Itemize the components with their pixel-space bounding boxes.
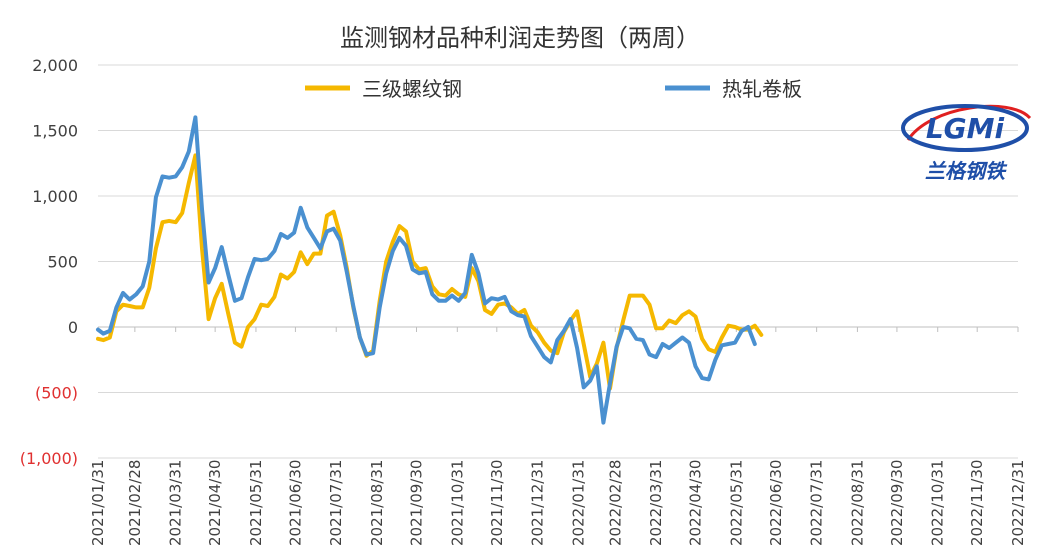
series-line-hot-rolled-coil (96, 115, 757, 425)
y-tick-label: 2,000 (32, 56, 78, 75)
x-tick-label: 2022/09/30 (888, 460, 906, 546)
x-tick-label: 2022/06/30 (767, 460, 785, 546)
lange-steel-logo: LGMi 兰格钢铁 (901, 104, 1032, 183)
y-tick-label: 1,500 (32, 122, 78, 141)
grid-lines (98, 64, 1018, 459)
x-tick-label: 2021/12/31 (529, 460, 547, 546)
y-tick-label: 500 (47, 253, 78, 272)
legend-label-hot-rolled-coil: 热轧卷板 (722, 77, 802, 101)
legend-label-rebar: 三级螺纹钢 (362, 77, 462, 101)
legend: 三级螺纹钢 热轧卷板 (305, 77, 802, 101)
logo-name: 兰格钢铁 (925, 159, 1008, 183)
x-tick-label: 2022/11/30 (968, 460, 986, 546)
logo-ellipse (901, 104, 1029, 152)
y-tick-label: (500) (35, 384, 78, 403)
x-tick-label: 2021/09/30 (408, 460, 426, 546)
x-tick-label: 2021/06/30 (286, 460, 304, 546)
x-axis: 2021/01/31 2021/02/28 2021/03/31 2021/04/30… (89, 326, 1027, 546)
x-tick-label: 2021/03/31 (167, 460, 185, 546)
x-tick-label: 2021/02/28 (126, 460, 144, 546)
x-tick-label: 2022/01/31 (569, 460, 587, 546)
x-tick-label: 2022/12/31 (1009, 460, 1027, 546)
x-tick-label: 2021/10/31 (448, 460, 466, 546)
x-tick-label: 2021/04/30 (206, 460, 224, 546)
x-tick-label: 2022/04/30 (687, 460, 705, 546)
logo-swoosh (906, 104, 1032, 141)
series-lines (96, 115, 764, 425)
x-tick-label: 2022/05/31 (727, 460, 745, 546)
x-tick-label: 2021/07/31 (327, 460, 345, 546)
chart-title: 监测钢材品种利润走势图（两周） (340, 24, 700, 52)
x-tick-label: 2022/08/31 (848, 460, 866, 546)
x-tick-label: 2022/02/28 (606, 460, 624, 546)
x-tick-label: 2021/08/31 (368, 460, 386, 546)
x-tick-label: 2021/01/31 (89, 460, 107, 546)
x-tick-label: 2022/10/31 (929, 460, 947, 546)
y-axis-ticks: 2,000 1,500 1,000 500 0 (500) (1,000) (20, 56, 78, 468)
y-tick-label: (1,000) (20, 449, 78, 468)
x-tick-label: 2022/07/31 (808, 460, 826, 546)
x-tick-label: 2021/05/31 (247, 460, 265, 546)
logo-mark: LGMi (926, 112, 1005, 145)
x-tick-label: 2022/03/31 (647, 460, 665, 546)
x-tick-label: 2021/11/30 (488, 460, 506, 546)
y-tick-label: 0 (68, 318, 78, 337)
y-tick-label: 1,000 (32, 187, 78, 206)
series-line-rebar (96, 153, 764, 391)
